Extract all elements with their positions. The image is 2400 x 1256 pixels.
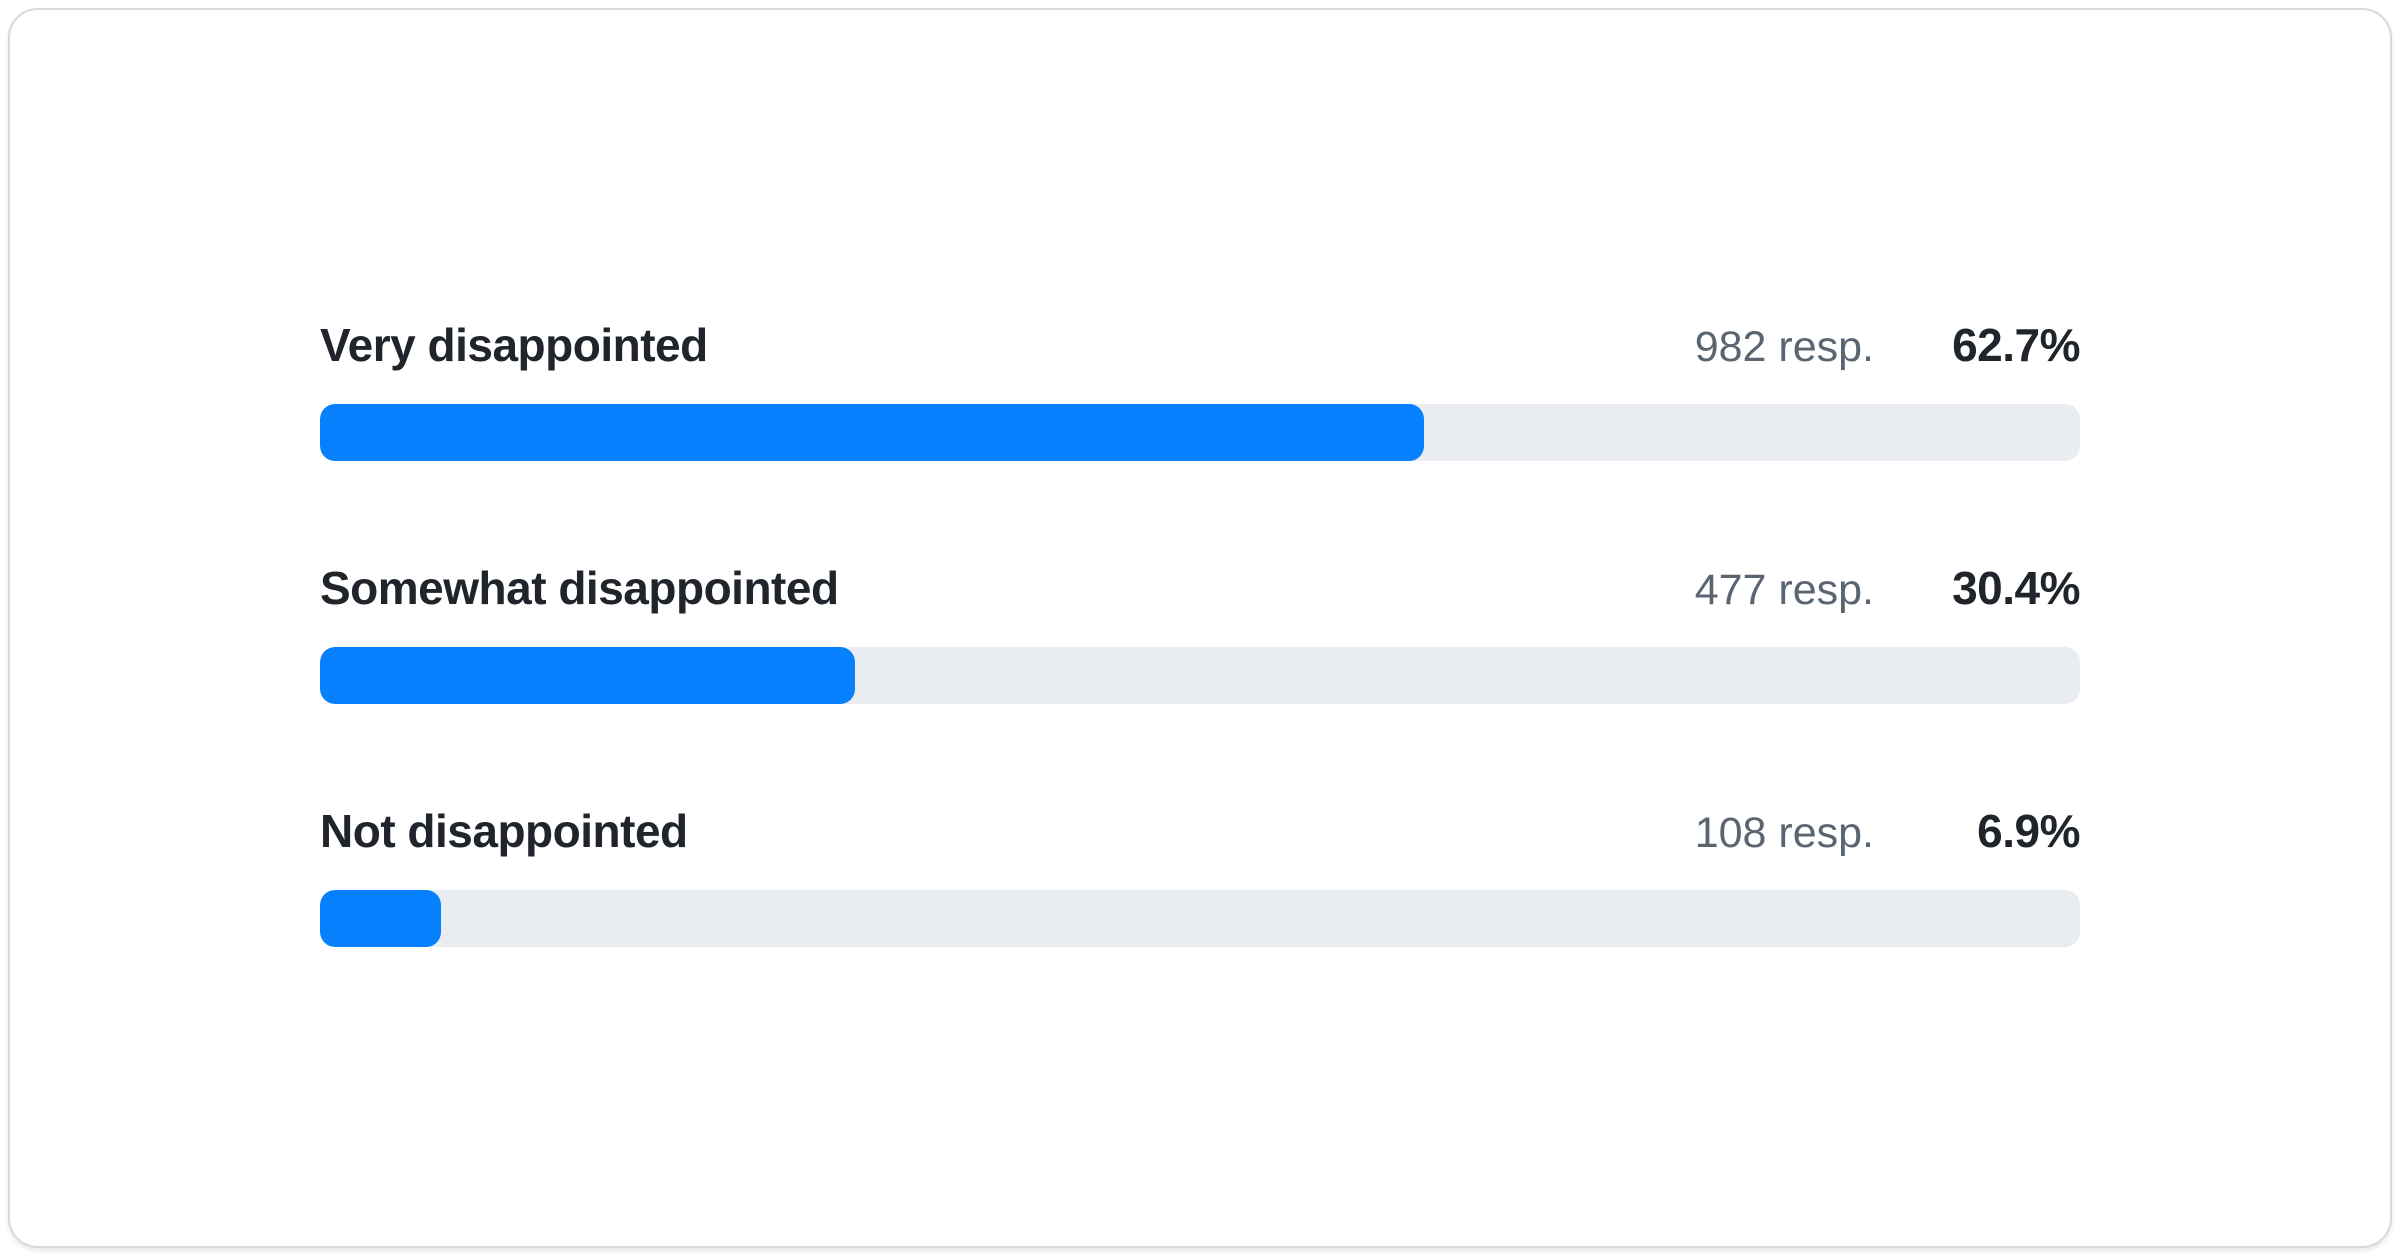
row-header: Very disappointed 982 resp. 62.7% xyxy=(320,318,2081,372)
bar-track xyxy=(320,647,2080,704)
bar-fill xyxy=(320,890,442,947)
row-header: Not disappointed 108 resp. 6.9% xyxy=(320,804,2081,858)
percent-value: 30.4% xyxy=(1952,562,2080,614)
response-count: 982 resp. xyxy=(1694,323,1874,371)
percent-value: 6.9% xyxy=(1977,805,2080,857)
answer-label: Not disappointed xyxy=(320,805,688,857)
percent-value: 62.7% xyxy=(1952,319,2080,371)
response-count: 108 resp. xyxy=(1694,809,1874,857)
survey-row-somewhat-disappointed: Somewhat disappointed 477 resp. 30.4% xyxy=(320,561,2081,704)
survey-row-very-disappointed: Very disappointed 982 resp. 62.7% xyxy=(320,318,2081,461)
bar-fill xyxy=(320,647,856,704)
survey-results-card: Very disappointed 982 resp. 62.7% Somewh… xyxy=(8,8,2392,1248)
bar-fill xyxy=(320,404,1424,461)
bar-track xyxy=(320,404,2080,461)
survey-row-not-disappointed: Not disappointed 108 resp. 6.9% xyxy=(320,804,2081,947)
answer-label: Very disappointed xyxy=(320,319,708,371)
answer-label: Somewhat disappointed xyxy=(320,562,839,614)
response-count: 477 resp. xyxy=(1694,566,1874,614)
bar-track xyxy=(320,890,2080,947)
survey-results-list: Very disappointed 982 resp. 62.7% Somewh… xyxy=(320,318,2081,947)
row-header: Somewhat disappointed 477 resp. 30.4% xyxy=(320,561,2081,615)
